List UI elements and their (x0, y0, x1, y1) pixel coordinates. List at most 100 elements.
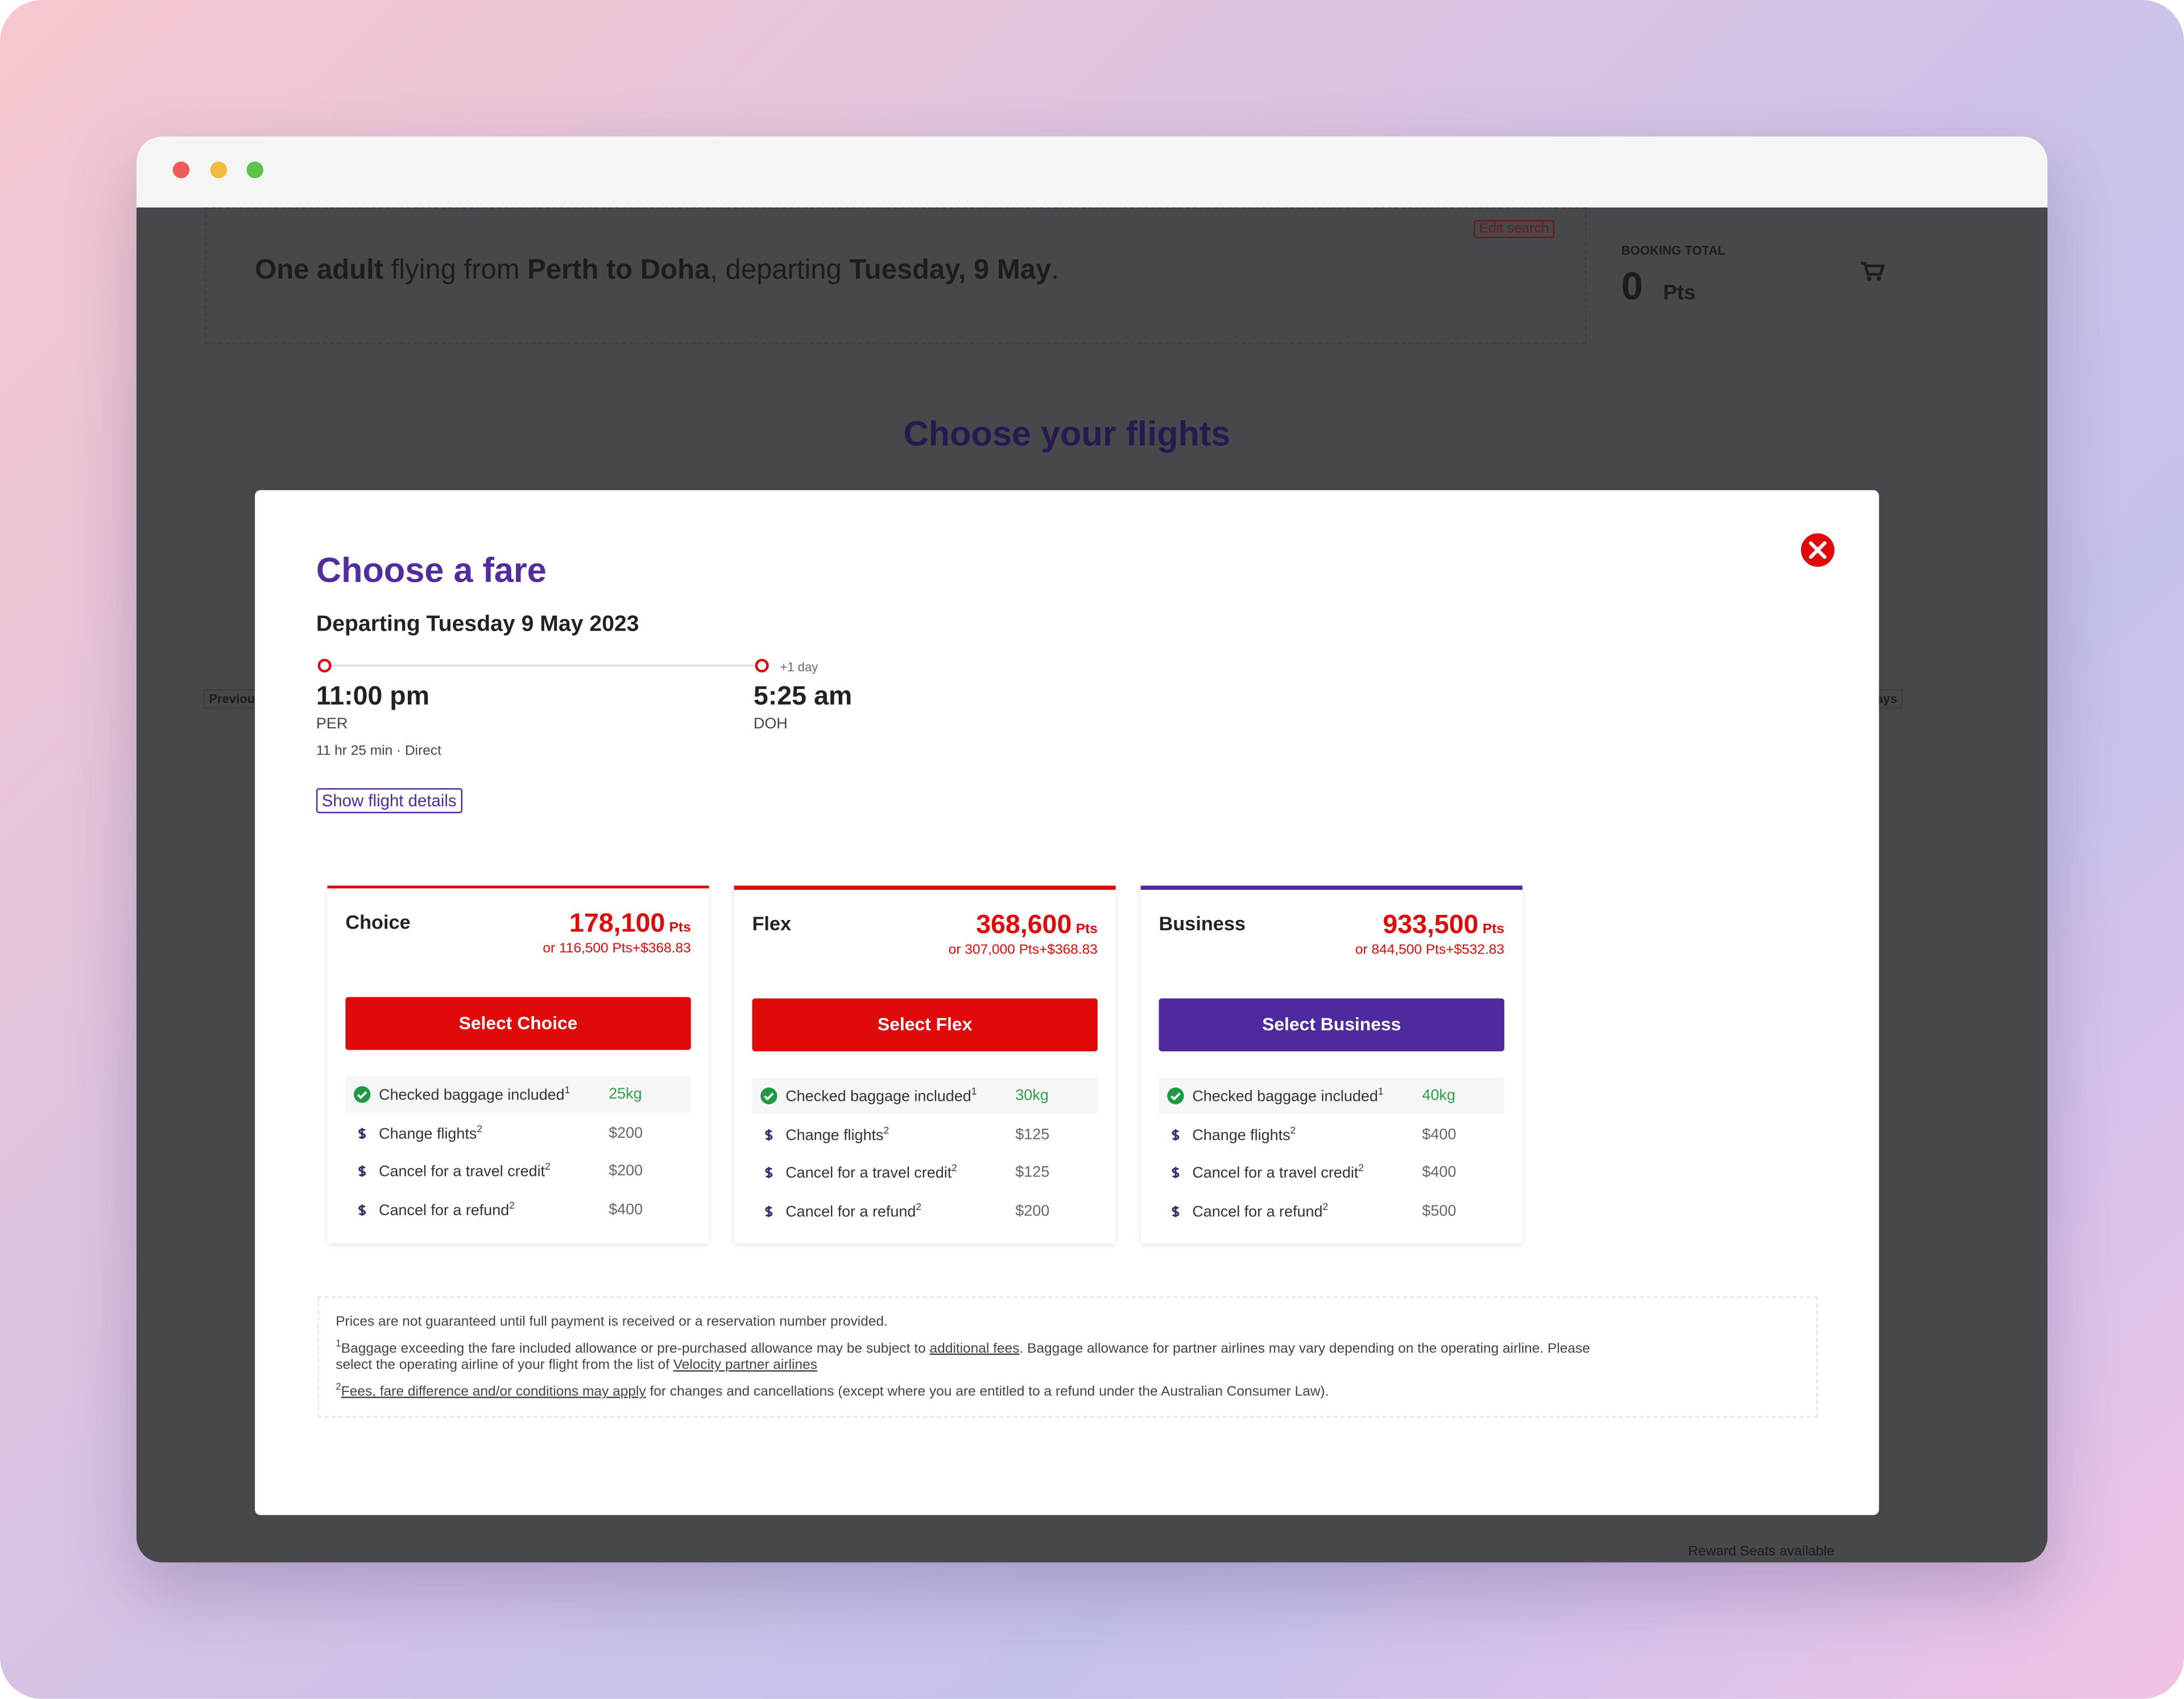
check-icon (760, 1087, 777, 1105)
feature-label-text: Cancel for a refund (1192, 1203, 1323, 1220)
fare-feature: Cancel for a travel credit2 $400 (1159, 1154, 1504, 1191)
feature-note: 2 (1322, 1202, 1329, 1212)
footnote-text: . Baggage allowance for partner airlines… (1019, 1341, 1590, 1357)
feature-label: Change flights2 (1192, 1126, 1296, 1143)
fare-card: Business 933,500 Pts or 844,500 Pts+$532.83… (1140, 885, 1523, 1244)
edit-search[interactable]: Edit search (1474, 219, 1555, 238)
feature-note: 2 (952, 1164, 957, 1174)
feature-label-text: Cancel for a travel credit (379, 1163, 545, 1180)
booking-total-unit: Pts (1663, 281, 1696, 305)
feature-value: $400 (1422, 1125, 1457, 1143)
select-fare-button[interactable]: Select Flex (752, 998, 1098, 1051)
cart-icon[interactable] (1859, 260, 1885, 283)
feature-value: 40kg (1422, 1087, 1455, 1105)
feature-label: Cancel for a refund2 (785, 1203, 921, 1220)
close-dot[interactable] (172, 161, 190, 179)
feature-note: 1 (1378, 1087, 1384, 1097)
footnote-link[interactable]: Velocity partner airlines (673, 1357, 817, 1373)
feature-value: $125 (1015, 1164, 1050, 1181)
fare-points: 933,500 Pts (1383, 911, 1504, 942)
minimize-dot[interactable] (210, 161, 228, 179)
feature-label: Checked baggage included1 (1192, 1088, 1383, 1105)
footnotes: Prices are not guaranteed until full pay… (317, 1296, 1818, 1418)
fare-card: Flex 368,600 Pts or 307,000 Pts+$368.83 Sele… (734, 885, 1116, 1244)
browser-window: One adult flying from Perth to Doha, dep… (136, 136, 2048, 1563)
feature-label: Cancel for a travel credit2 (785, 1164, 957, 1182)
show-flight-details[interactable]: Show flight details (316, 788, 462, 814)
arrival-time: 5:25 am (753, 682, 853, 712)
footnote-text: Prices are not guaranteed until full pay… (336, 1314, 888, 1330)
footnote-text: select the operating airline of your fli… (336, 1357, 673, 1373)
flight-timeline (317, 658, 769, 673)
footnote-number: 2 (336, 1382, 341, 1393)
feature-note: 2 (509, 1201, 515, 1211)
check-icon (1167, 1087, 1184, 1105)
fare-feature: Cancel for a travel credit2 $125 (752, 1154, 1097, 1191)
feature-label-text: Change flights (379, 1125, 477, 1142)
feature-label-text: Cancel for a refund (379, 1201, 510, 1219)
summary-part: flying from (383, 255, 528, 286)
reward-seats-note: Reward Seats available (1688, 1544, 1835, 1560)
footnote-link[interactable]: additional fees (929, 1341, 1020, 1357)
fare-feature: Checked baggage included1 40kg (1159, 1078, 1504, 1114)
fare-alternative: or 844,500 Pts+$532.83 (1355, 942, 1504, 958)
fee-icon (354, 1124, 371, 1141)
fare-points-unit: Pts (669, 920, 691, 936)
feature-label: Checked baggage included1 (379, 1086, 570, 1104)
footnote-number: 1 (336, 1339, 341, 1350)
footnote-line: select the operating airline of your fli… (336, 1358, 817, 1373)
feature-note: 2 (477, 1124, 482, 1134)
booking-total-label: BOOKING TOTAL (1621, 243, 1726, 258)
fee-icon (1167, 1164, 1184, 1181)
fare-points-value: 368,600 (976, 910, 1072, 940)
feature-label-text: Change flights (785, 1126, 884, 1143)
select-fare-button[interactable]: Select Choice (345, 997, 691, 1050)
feature-value: $500 (1422, 1202, 1457, 1220)
fee-icon (354, 1162, 371, 1180)
feature-label-text: Cancel for a travel credit (785, 1165, 952, 1182)
select-fare-button[interactable]: Select Business (1159, 998, 1504, 1051)
feature-label-text: Checked baggage included (785, 1088, 971, 1105)
fare-name: Flex (752, 912, 792, 935)
departure-airport: PER (316, 715, 348, 733)
close-button[interactable] (1798, 531, 1838, 570)
fare-feature: Change flights2 $200 (345, 1114, 690, 1151)
feature-note: 1 (971, 1087, 977, 1097)
modal-title: Choose a fare (316, 551, 547, 591)
flight-duration: 11 hr 25 min · Direct (316, 743, 441, 759)
fee-icon (1167, 1202, 1184, 1220)
search-summary-box (204, 207, 1587, 344)
summary-part: One adult (255, 255, 384, 286)
footnote-link[interactable]: Fees, fare difference and/or conditions … (341, 1385, 646, 1400)
feature-label-text: Checked baggage included (1192, 1088, 1378, 1105)
booking-total-value: 0 (1621, 264, 1643, 308)
fare-feature: Change flights2 $125 (752, 1116, 1097, 1153)
fare-points-unit: Pts (1482, 922, 1504, 938)
day-offset: +1 day (780, 660, 818, 674)
fee-icon (760, 1125, 777, 1143)
fare-points: 368,600 Pts (976, 911, 1098, 942)
feature-note: 1 (564, 1086, 570, 1096)
feature-label: Cancel for a travel credit2 (1192, 1164, 1364, 1182)
check-icon (354, 1086, 371, 1103)
feature-label: Change flights2 (379, 1125, 482, 1142)
maximize-dot[interactable] (246, 161, 263, 179)
fare-points-value: 178,100 (569, 909, 665, 939)
feature-label-text: Checked baggage included (379, 1087, 565, 1104)
fee-icon (354, 1201, 371, 1218)
feature-label-text: Cancel for a refund (785, 1203, 916, 1220)
feature-value: $200 (609, 1124, 643, 1141)
footnote: 2Fees, fare difference and/or conditions… (336, 1383, 1329, 1400)
footnote-text: for changes and cancellations (except wh… (646, 1385, 1329, 1400)
fare-points-value: 933,500 (1383, 910, 1479, 940)
fee-icon (1167, 1125, 1184, 1143)
fare-feature: Checked baggage included1 30kg (752, 1078, 1098, 1114)
feature-value: $400 (1422, 1164, 1457, 1181)
feature-label-text: Change flights (1192, 1126, 1290, 1143)
fare-card: Choice 178,100 Pts or 116,500 Pts+$368.83 Se… (327, 885, 709, 1244)
fare-modal: Choose a fare Departing Tuesday 9 May 20… (255, 490, 1879, 1515)
summary-part: , departing (710, 255, 850, 286)
fare-feature: Cancel for a refund2 $500 (1159, 1193, 1504, 1229)
summary-part: Tuesday, 9 May (849, 255, 1052, 286)
